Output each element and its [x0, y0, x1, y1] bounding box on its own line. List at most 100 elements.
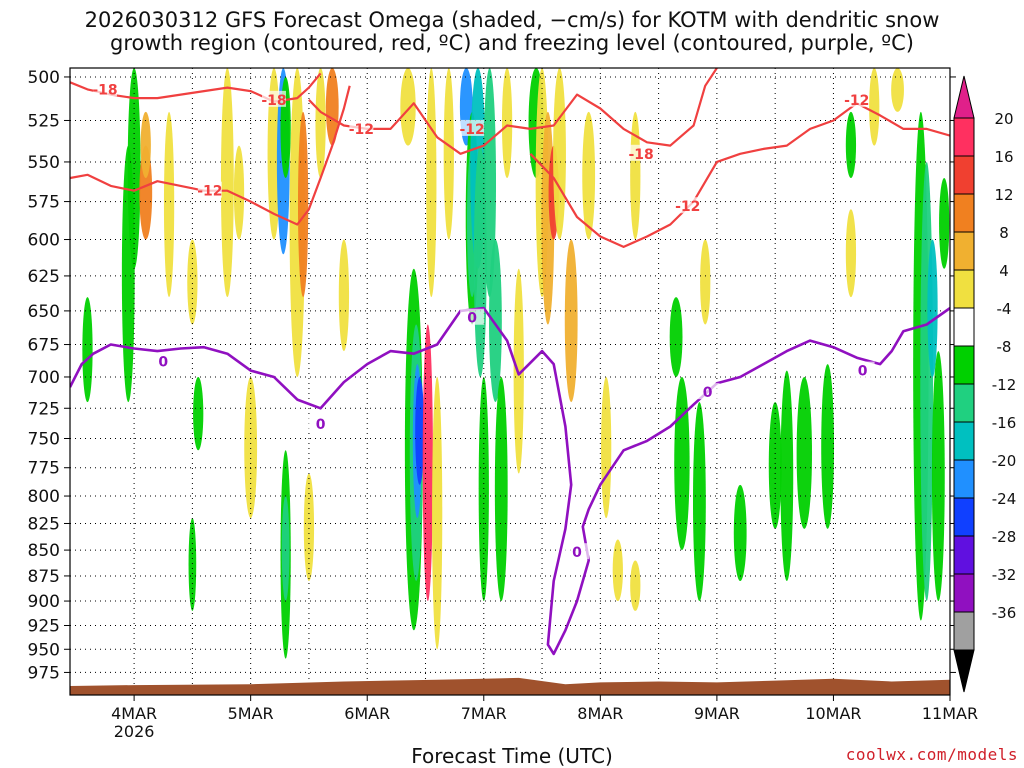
contour-label-bg: [850, 361, 875, 378]
contour-label: -18: [628, 147, 653, 163]
contour-label: 0: [158, 355, 168, 371]
y-tick-label: 775: [28, 459, 60, 479]
credit-text: coolwx.com/models: [845, 745, 1018, 764]
colorbar-segment: [953, 231, 975, 271]
contour-label-bg: [695, 383, 720, 400]
colorbar-segment: [953, 383, 975, 423]
colorbar-label: 8: [999, 224, 1009, 242]
colorbar-label: -36: [992, 604, 1017, 622]
y-tick-label: 900: [28, 592, 60, 612]
omega-blob: [281, 496, 290, 602]
y-tick-label: 975: [28, 663, 60, 683]
omega-blob: [845, 209, 857, 298]
colorbar-label: -24: [992, 490, 1017, 508]
omega-blob: [297, 111, 309, 298]
omega-blob: [325, 68, 339, 146]
contour-label-bg: [261, 90, 286, 107]
omega-blob: [303, 473, 315, 582]
omega-blob: [494, 376, 508, 602]
omega-blob: [821, 364, 835, 529]
y-axis: 500 525 550 575 600 625 650 675 700 725 750 775 800 8…: [28, 68, 956, 683]
omega-blob: [422, 324, 433, 602]
omega-blob: [315, 68, 326, 179]
colorbar-segment: [953, 573, 975, 613]
colorbar: 20 16 12 8 4 -4 -8 -12 -16 -20 -24 -28 -32 -36: [953, 75, 1017, 693]
omega-blob: [796, 376, 812, 529]
colorbar-segment: [953, 421, 975, 461]
contour-label-bg: [349, 119, 374, 136]
y-tick-label: 675: [28, 336, 60, 356]
plot-frame: [69, 67, 951, 696]
omega-blob: [630, 111, 641, 240]
x-tick-year: 2026: [114, 722, 155, 741]
contour-label: 0: [858, 364, 868, 380]
colorbar-segment: [953, 193, 975, 233]
y-tick-label: 800: [28, 487, 60, 507]
y-tick-label: 575: [28, 193, 60, 213]
omega-blob: [920, 161, 934, 602]
contour-label-bg: [460, 308, 485, 325]
colorbar-segment: [953, 535, 975, 575]
y-tick-label: 600: [28, 231, 60, 251]
y-tick-label: 850: [28, 541, 60, 561]
omega-blob: [220, 68, 234, 298]
omega-blob: [601, 376, 612, 519]
y-tick-label: 625: [28, 267, 60, 287]
colorbar-label: -20: [992, 452, 1017, 470]
y-tick-label: 650: [28, 302, 60, 322]
colorbar-segment: [953, 497, 975, 537]
omega-blob: [82, 297, 93, 403]
omega-blob: [233, 145, 245, 240]
omega-blob: [163, 111, 175, 298]
colorbar-label: 4: [999, 262, 1009, 280]
contour-label: -18: [261, 93, 286, 109]
omega-blob: [188, 518, 197, 611]
contour-label: -12: [197, 184, 222, 200]
omega-blob: [501, 68, 513, 179]
omega-blob: [187, 239, 198, 325]
y-tick-label: 700: [28, 368, 60, 388]
colorbar-segment: [953, 459, 975, 499]
contour-label-bg: [92, 80, 117, 97]
y-tick-label: 875: [28, 567, 60, 587]
contour-label-bg: [197, 181, 222, 198]
colorbar-label: 20: [994, 110, 1013, 128]
contour-label-bg: [565, 543, 590, 560]
contour-line: [70, 85, 351, 226]
omega-blob: [267, 68, 281, 240]
omega-blob: [939, 178, 950, 269]
x-tick-label: 4MAR: [111, 704, 157, 723]
omega-blob: [674, 376, 690, 551]
colorbar-label: 16: [994, 148, 1013, 166]
omega-blob: [733, 484, 747, 582]
x-tick-label: 11MAR: [922, 704, 978, 723]
x-tick-label: 9MAR: [694, 704, 740, 723]
grid-lines: [70, 68, 950, 695]
contour-label: 0: [467, 311, 477, 327]
contour-label-bg: [308, 415, 333, 432]
colorbar-label: -8: [997, 338, 1012, 356]
omega-blob: [193, 376, 204, 451]
omega-blob: [432, 376, 443, 650]
y-tick-label: 925: [28, 616, 60, 636]
contour-line: [70, 306, 950, 656]
contour-label: -12: [459, 122, 484, 138]
contour-label-bg: [460, 119, 485, 136]
colorbar-label: -32: [992, 566, 1017, 584]
contour-label-bg: [151, 352, 176, 369]
omega-blob: [669, 297, 683, 377]
omega-blob: [692, 402, 706, 602]
omega-blob: [931, 351, 945, 602]
chart-title-line2: growth region (contoured, red, ºC) and f…: [110, 31, 914, 55]
x-tick-label: 5MAR: [228, 704, 274, 723]
y-tick-label: 525: [28, 111, 60, 131]
colorbar-segment: [953, 307, 975, 347]
colorbar-bottom-arrow: [953, 649, 975, 693]
colorbar-segment: [953, 345, 975, 385]
omega-blob: [443, 68, 454, 240]
y-tick-label: 750: [28, 429, 60, 449]
contour-line: [529, 102, 950, 248]
omega-blob: [244, 376, 258, 519]
omega-blob: [869, 68, 880, 146]
